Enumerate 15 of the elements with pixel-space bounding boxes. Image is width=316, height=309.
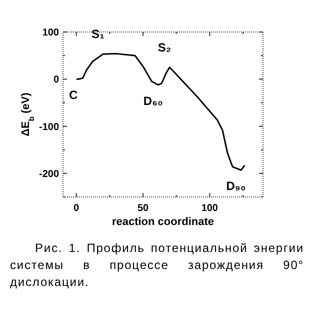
y-tick-label: -100 — [38, 122, 60, 133]
x-axis-title: reaction coordinate — [112, 216, 214, 228]
text: Рис. 1. Профиль потенциальной энергии системы в процессе зарождения 90° дислокации. — [9, 240, 305, 291]
x-tick-label: 50 — [137, 203, 149, 214]
y-tick-label: 0 — [53, 74, 60, 86]
annotation: D₆₀ — [143, 94, 163, 108]
y-tick-label: 100 — [42, 28, 60, 38]
line-series — [76, 52, 246, 171]
annotation: S₂ — [158, 40, 172, 54]
annotation: S₁ — [92, 27, 105, 42]
annotation: C — [68, 88, 78, 102]
y-tick-label: -200 — [38, 168, 60, 180]
x-tick-label: 100 — [201, 203, 218, 214]
x-tick-label: 0 — [74, 203, 80, 214]
annotation: D₉₀ — [226, 179, 246, 194]
